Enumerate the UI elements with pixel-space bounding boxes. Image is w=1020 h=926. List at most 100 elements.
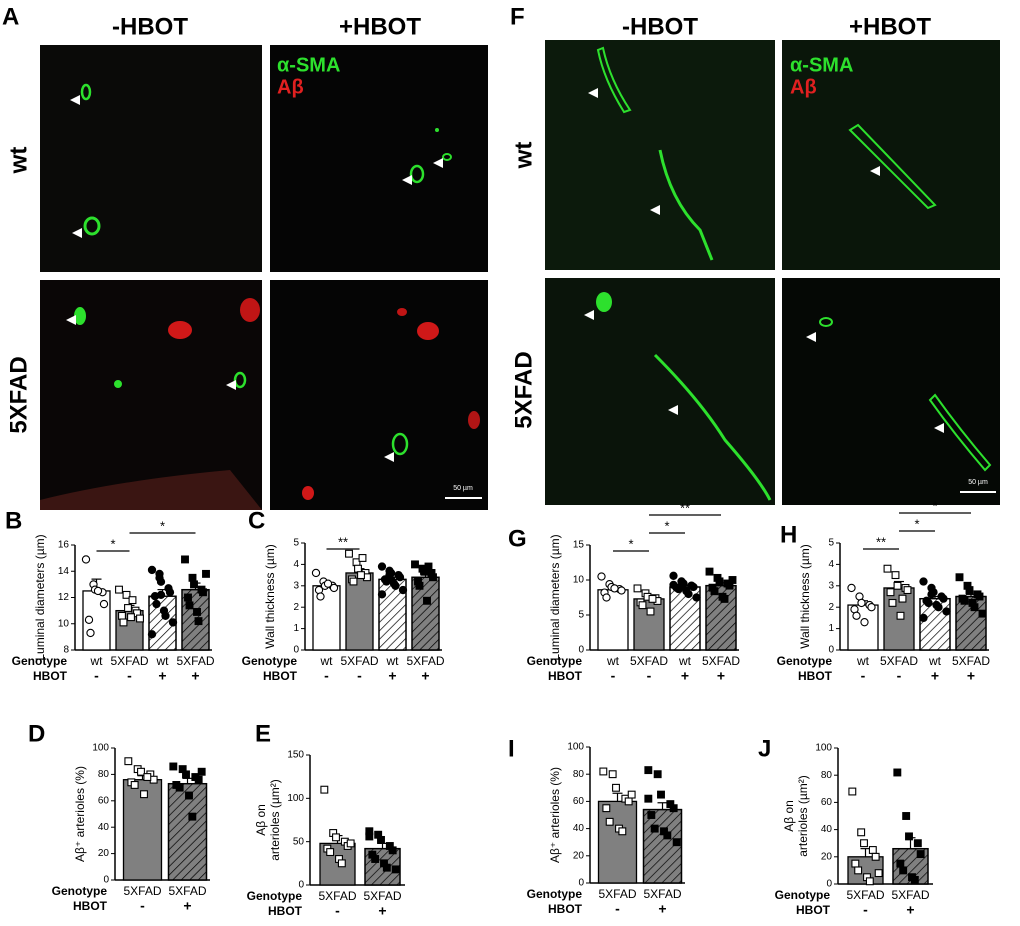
data-point [124, 757, 133, 766]
data-point [715, 577, 724, 586]
data-point [165, 588, 175, 597]
data-point [349, 577, 358, 586]
y-tick-label: 60 [821, 797, 833, 808]
y-axis-label: arterioles (µm²) [796, 775, 810, 857]
data-point [316, 592, 325, 601]
data-point [867, 603, 876, 612]
data-point [720, 594, 729, 603]
data-point [893, 768, 902, 777]
x-tick-label: 5XFAD [643, 887, 681, 901]
data-point [429, 573, 437, 582]
x-tick-label: wt [90, 654, 104, 668]
x-tick-label: wt [156, 654, 170, 668]
panel-letter: I [508, 735, 515, 762]
row-label: HBOT [548, 902, 583, 916]
data-point [386, 575, 396, 584]
row-label: Genotype [527, 887, 583, 901]
column-header: +HBOT [849, 13, 931, 40]
y-tick-label: 5 [828, 538, 834, 549]
x-tick-label: 5XFAD [598, 887, 636, 901]
x-tick-label: 5XFAD [110, 654, 148, 668]
y-tick-label: 16 [58, 540, 70, 551]
significance-label: ** [680, 500, 690, 515]
panel-letter: E [255, 720, 271, 747]
data-point [168, 618, 178, 627]
x-tick-label: 5XFAD [340, 654, 378, 668]
bar [597, 589, 629, 651]
x-tick-label: 5XFAD [406, 654, 444, 668]
hbot-label: + [681, 668, 689, 684]
y-axis-label: Wall thickness (µm) [798, 544, 812, 648]
data-point [710, 587, 719, 596]
y-tick-label: 100 [92, 743, 109, 754]
y-tick-label: 50 [293, 836, 305, 847]
row-label: HBOT [33, 669, 68, 683]
hbot-label: - [94, 668, 99, 684]
data-point [896, 859, 905, 868]
hbot-label: - [357, 668, 362, 684]
significance-label: * [914, 516, 919, 531]
y-tick-label: 4 [828, 559, 834, 570]
data-point [669, 580, 678, 590]
data-point [377, 590, 387, 599]
data-point [194, 617, 203, 626]
data-point [185, 601, 194, 610]
data-point [188, 812, 197, 821]
y-tick-label: 0 [578, 878, 584, 889]
hbot-label: + [717, 668, 725, 684]
panel-letter: F [510, 3, 525, 30]
data-point [902, 812, 911, 820]
y-axis-label: Aβ⁺ arterioles (%) [73, 766, 87, 862]
data-point [860, 839, 868, 848]
significance-label: * [932, 498, 937, 513]
data-point [99, 599, 109, 609]
data-point [692, 593, 701, 602]
data-point [93, 586, 103, 596]
data-point [84, 615, 94, 624]
data-point [934, 603, 943, 612]
x-tick-label: 5XFAD [176, 654, 214, 668]
data-point [705, 567, 714, 576]
data-point [919, 613, 928, 623]
x-tick-label: wt [606, 654, 620, 668]
x-tick-label: wt [678, 654, 692, 668]
data-point [415, 581, 424, 590]
y-tick-label: 20 [98, 848, 110, 859]
y-tick-label: 2 [828, 602, 834, 613]
bar-hatch [642, 808, 683, 884]
data-point [398, 585, 408, 595]
data-point [337, 859, 346, 868]
row-label: Genotype [12, 654, 68, 668]
data-point [618, 827, 627, 836]
data-point [610, 584, 619, 593]
data-point [382, 863, 391, 872]
row-label: 5XFAD [510, 351, 537, 428]
data-point [326, 848, 335, 857]
data-point [624, 797, 633, 806]
data-point [184, 593, 192, 602]
y-tick-label: 100 [815, 743, 832, 754]
data-point [329, 583, 339, 593]
data-point [188, 573, 197, 582]
hbot-label: + [967, 668, 975, 684]
data-point [848, 787, 857, 796]
data-point [852, 611, 861, 620]
x-tick-label: 5XFAD [702, 654, 740, 668]
data-point [602, 804, 611, 813]
bar [633, 598, 665, 651]
data-point [868, 846, 877, 854]
significance-label: * [160, 518, 165, 533]
panel-letter: A [2, 3, 19, 30]
data-point [130, 781, 139, 789]
data-point [899, 866, 908, 875]
row-label: wt [5, 147, 32, 175]
hbot-label: - [127, 668, 132, 684]
data-point [169, 762, 178, 771]
hbot-label: - [863, 902, 868, 918]
data-point [391, 865, 400, 874]
hbot-label: + [191, 668, 199, 684]
row-label: Genotype [52, 884, 108, 898]
row-label: Genotype [242, 654, 298, 668]
